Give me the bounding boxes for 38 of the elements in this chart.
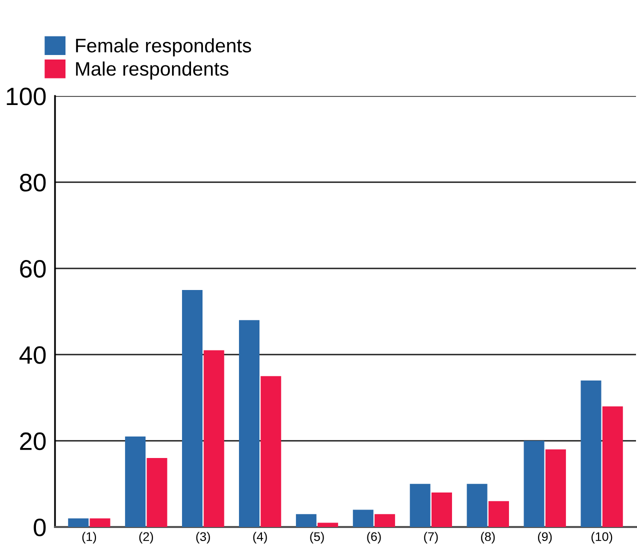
x-tick-label: (5): [310, 532, 324, 544]
legend-label: Male respondents: [76, 61, 228, 80]
x-tick-label: (6): [367, 532, 381, 544]
y-tick-label: 0: [34, 518, 46, 536]
x-tick-label: (1): [82, 532, 96, 544]
x-tick-label: (10): [591, 532, 612, 544]
bar: [580, 380, 602, 527]
bar: [410, 484, 430, 527]
x-tick-label: (3): [196, 532, 210, 544]
x-tick-label: (2): [139, 532, 153, 544]
y-tick-label: 20: [20, 432, 46, 450]
bar: [524, 440, 544, 527]
bar: [146, 458, 168, 527]
y-tick-label: 40: [19, 346, 46, 364]
bar: [488, 501, 509, 527]
bar: [90, 518, 110, 527]
y-tick-label: 80: [20, 174, 46, 192]
bar: [125, 436, 146, 527]
bar: [296, 514, 316, 527]
bar: [466, 484, 488, 527]
bar: [204, 350, 224, 527]
bar: [182, 290, 203, 527]
bar: [602, 406, 623, 527]
x-tick-label: (9): [538, 532, 552, 544]
bar: [318, 522, 338, 527]
x-tick-label: (7): [424, 532, 438, 544]
bar: [432, 492, 452, 527]
x-tick-label: (4): [253, 532, 267, 544]
bar: [238, 320, 260, 527]
bar: [545, 449, 566, 527]
x-tick-label: (8): [481, 532, 495, 544]
bar: [352, 510, 374, 527]
bar: [260, 376, 282, 527]
bar: [374, 514, 396, 527]
legend-label: Female respondents: [76, 38, 252, 56]
y-tick-label: 60: [20, 260, 46, 278]
bar: [68, 518, 89, 527]
y-tick-label: 100: [6, 88, 46, 106]
